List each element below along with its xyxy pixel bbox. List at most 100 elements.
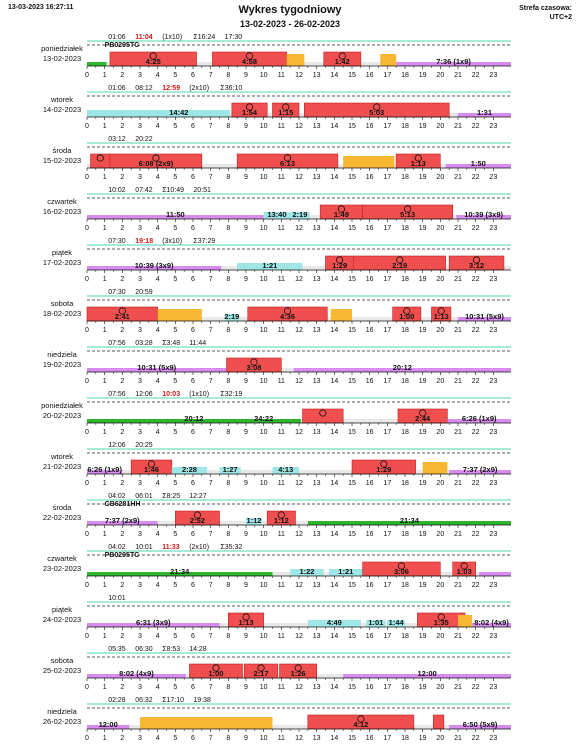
hour-tick-label: 20	[436, 225, 444, 232]
top-annotation-label: 12:06	[108, 442, 126, 449]
hour-tick-label: 7	[209, 684, 213, 691]
activity-duration-label: 1:01	[368, 618, 383, 627]
hour-tick-label: 10	[260, 684, 268, 691]
hour-tick-label: 15	[348, 225, 356, 232]
day-date-label: 20-02-2023	[43, 411, 81, 420]
activity-duration-label: 10:39 (3x9)	[135, 261, 174, 270]
hour-tick-label: 2	[120, 735, 124, 742]
hour-tick-label: 18	[401, 225, 409, 232]
vehicle-plate-label: PB0295TC	[105, 42, 140, 49]
hour-tick-label: 23	[489, 276, 497, 283]
top-annotation-label: 03:28	[135, 340, 153, 347]
activity-duration-label: 6:50 (5x9)	[463, 720, 498, 729]
activity-block-daily_rest	[449, 470, 511, 474]
activity-block-work	[343, 156, 395, 168]
hour-tick-label: 9	[244, 429, 248, 436]
steering-wheel-icon	[152, 154, 160, 162]
hour-tick-label: 11	[278, 684, 285, 691]
hour-tick-label: 13	[313, 276, 321, 283]
steering-wheel-icon	[380, 460, 388, 468]
hour-tick-label: 5	[173, 225, 177, 232]
top-annotation-label: 12:06	[135, 391, 153, 398]
day-weekday-label: poniedziałek	[41, 401, 83, 410]
hour-tick-label: 9	[244, 735, 248, 742]
top-annotation-label: Σ16:24	[193, 34, 215, 41]
hour-tick-label: 7	[209, 582, 213, 589]
activity-block-work	[380, 54, 397, 66]
hour-tick-label: 8	[226, 276, 230, 283]
hour-tick-label: 4	[156, 735, 160, 742]
hour-tick-label: 4	[156, 531, 160, 538]
activity-duration-label: 6:08 (2x9)	[139, 159, 174, 168]
top-annotation-label: 17:30	[225, 34, 243, 41]
hour-tick-label: 23	[489, 429, 497, 436]
hour-tick-label: 6	[191, 276, 195, 283]
hour-tick-label: 12	[295, 72, 303, 79]
hour-tick-label: 17	[383, 633, 391, 640]
activity-duration-label: 7:36 (1x9)	[436, 57, 471, 66]
hour-tick-label: 14	[330, 174, 338, 181]
top-annotation-label: 10:02	[108, 187, 126, 194]
hour-tick-label: 1	[103, 633, 107, 640]
hour-tick-label: 19	[419, 531, 427, 538]
steering-wheel-icon	[212, 664, 220, 672]
hour-tick-label: 5	[173, 72, 177, 79]
activity-duration-label: 14:42	[169, 108, 188, 117]
top-annotation-label: 07:30	[108, 289, 126, 296]
day-date-label: 24-02-2023	[43, 615, 81, 624]
hour-tick-label: 13	[313, 174, 321, 181]
activity-block-daily_rest	[87, 266, 222, 270]
hour-tick-label: 2	[120, 480, 124, 487]
activity-duration-label: 5:13	[400, 210, 415, 219]
hour-tick-label: 12	[295, 480, 303, 487]
hour-tick-label: 7	[209, 480, 213, 487]
day-weekday-label: wtorek	[50, 95, 73, 104]
hour-tick-label: 6	[191, 174, 195, 181]
top-annotation-label: 04:02	[108, 544, 126, 551]
hour-tick-label: 18	[401, 429, 409, 436]
activity-block-avail	[237, 263, 303, 270]
hour-tick-label: 4	[156, 123, 160, 130]
hour-tick-label: 11	[278, 72, 285, 79]
hour-tick-label: 13	[313, 378, 321, 385]
hour-tick-label: 16	[366, 123, 374, 130]
hour-tick-label: 15	[348, 174, 356, 181]
hour-tick-label: 15	[348, 582, 356, 589]
hour-tick-label: 18	[401, 174, 409, 181]
hour-tick-label: 1	[103, 735, 107, 742]
top-annotation-label: 06:01	[135, 493, 153, 500]
hour-tick-label: 17	[383, 225, 391, 232]
hour-tick-label: 18	[401, 378, 409, 385]
day-date-label: 21-02-2023	[43, 462, 81, 471]
day-date-label: 17-02-2023	[43, 258, 81, 267]
activity-block-daily_rest	[479, 572, 511, 576]
hour-tick-label: 4	[156, 633, 160, 640]
steering-wheel-icon	[437, 613, 445, 621]
hour-tick-label: 8	[226, 582, 230, 589]
activity-block-daily_rest	[445, 164, 511, 168]
hour-tick-label: 22	[472, 378, 480, 385]
hour-tick-label: 2	[120, 531, 124, 538]
hour-tick-label: 8	[226, 684, 230, 691]
top-annotation-label: (3x10)	[162, 238, 182, 245]
hour-tick-label: 21	[454, 225, 462, 232]
hour-tick-label: 4	[156, 327, 160, 334]
hour-tick-label: 14	[330, 276, 338, 283]
hour-tick-label: 15	[348, 684, 356, 691]
hour-tick-label: 12	[295, 582, 303, 589]
hour-tick-label: 23	[489, 684, 497, 691]
activity-duration-label: 21:34	[170, 567, 190, 576]
hour-tick-label: 20	[436, 582, 444, 589]
hour-tick-label: 10	[260, 378, 268, 385]
hour-tick-label: 9	[244, 684, 248, 691]
hour-tick-label: 1	[103, 531, 107, 538]
day-date-label: 18-02-2023	[43, 309, 81, 318]
activity-duration-label: 2:52	[190, 516, 205, 525]
activity-block-daily_rest	[293, 368, 511, 372]
activity-duration-label: 2:17	[254, 669, 269, 678]
top-annotation-label: 10:01	[108, 595, 126, 602]
hour-tick-label: 9	[244, 123, 248, 130]
activity-block-avail	[272, 467, 299, 474]
hour-tick-label: 8	[226, 72, 230, 79]
steering-wheel-icon	[283, 307, 292, 315]
